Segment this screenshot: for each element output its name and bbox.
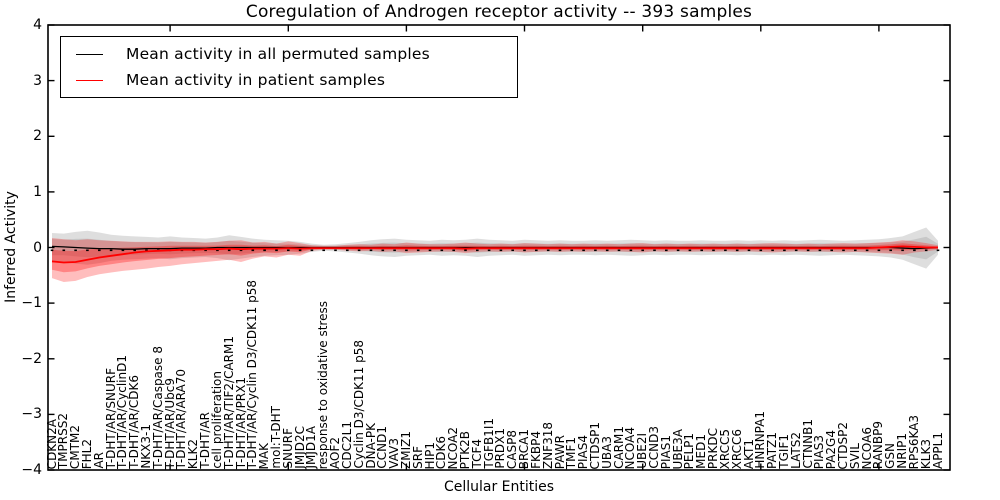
legend-entry-patient: Mean activity in patient samples [76,68,507,92]
legend-entry-permuted: Mean activity in all permuted samples [76,42,507,66]
y-tick-label: 4 [33,17,42,33]
x-tick-label: SRF [410,446,425,469]
y-tick-label: −1 [21,295,42,312]
patient-line-sample-icon [76,79,103,81]
y-tick-label: 2 [33,128,42,145]
y-tick-label: 1 [33,183,42,200]
y-tick-label: 3 [33,72,42,89]
x-tick-label: T-DHT/AR/Cyclin D3/CDK11 p58 [245,279,260,469]
x-axis-label: Cellular Entities [443,479,555,495]
x-tick-label: APPL1 [930,431,945,469]
x-tick-label: ZNF318 [540,421,555,469]
y-tick-label: 0 [33,239,42,256]
x-tick-label: PIAS1 [658,434,673,469]
x-tick-label: SVIL [847,442,862,469]
x-tick-label: T-DHT/AR/Caspase 8 [150,346,165,469]
x-tick-label: XRCC6 [729,428,744,469]
permuted-line-sample-icon [76,53,103,55]
legend-label-permuted: Mean activity in all permuted samples [126,45,430,63]
chart-title: Coregulation of Androgen receptor activi… [245,2,753,22]
y-tick-label: −4 [21,462,42,478]
y-tick-label: −3 [21,406,42,423]
x-tick-label: AR [91,452,106,469]
x-tick-label: CDC2L1 [339,421,354,469]
x-tick-label: SNURF [280,428,295,469]
x-tick-label: T-DHT/AR/TIF2/CARM1 [221,335,236,469]
y-tick-label: −2 [21,350,42,367]
x-tick-label: FKBP4 [528,431,543,469]
legend: Mean activity in all permuted samples Me… [60,36,518,98]
x-tick-label: TCF4 [469,439,484,469]
x-tick-label: LATS2 [788,432,803,469]
x-tick-label: Cyclin D3/CDK11 p58 [351,340,366,469]
legend-label-patient: Mean activity in patient samples [126,71,386,89]
x-tick-label: UBA3 [599,436,614,469]
x-tick-label: KLK3 [918,438,933,469]
